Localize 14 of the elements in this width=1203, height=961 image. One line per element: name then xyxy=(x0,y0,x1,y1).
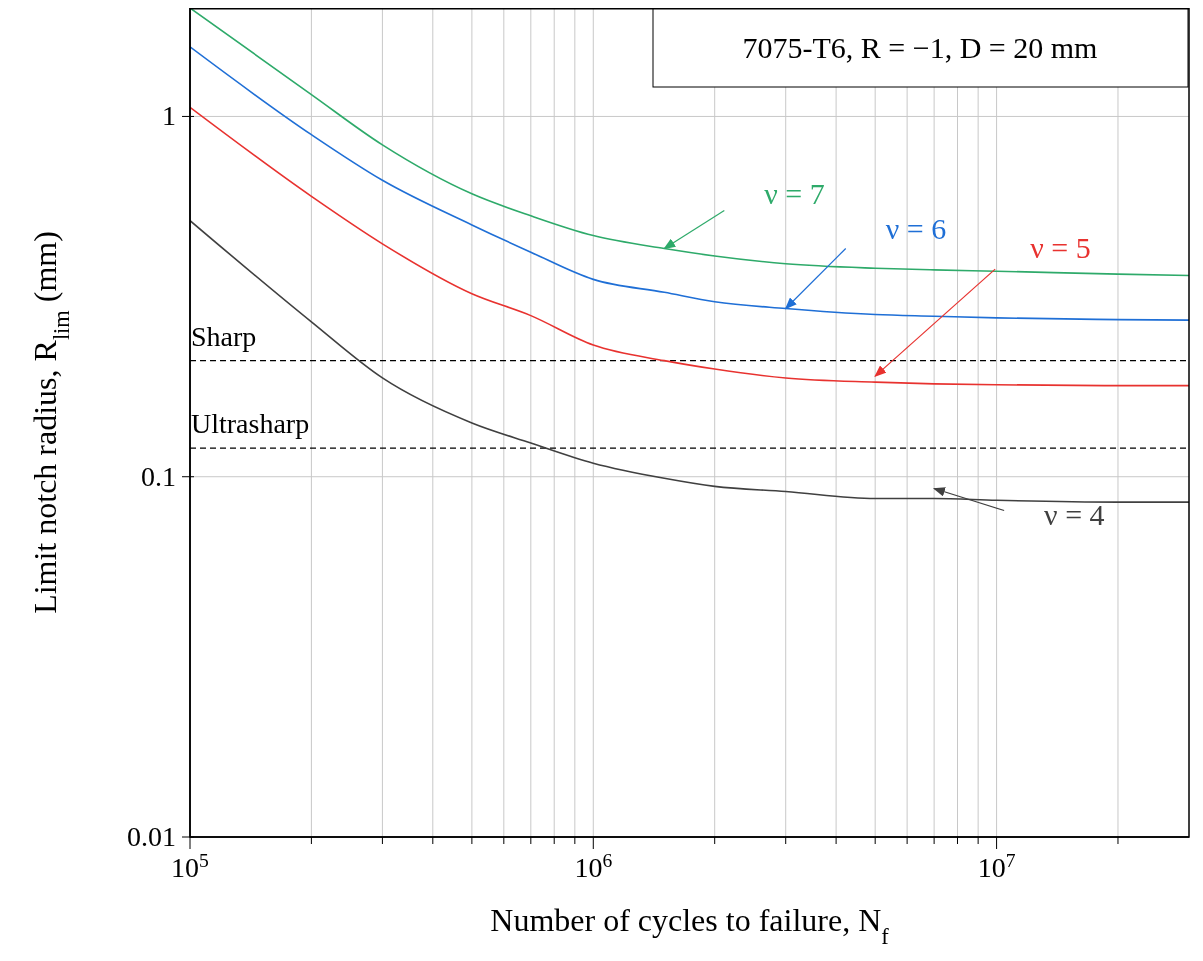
x-tick-label: 10$^{5}$ xyxy=(171,849,210,883)
ref-line-label: Ultrasharp xyxy=(191,408,310,440)
x-tick-label: 10$^{7}$ xyxy=(977,849,1016,883)
y-tick-label: 1 xyxy=(162,100,176,132)
ref-line-label: Sharp xyxy=(191,320,257,352)
x-axis-title: Number of cycles to failure, N$_{f}$ xyxy=(490,902,890,949)
annotation: 7075-T6, R = −1, D = 20 mm xyxy=(742,31,1098,64)
text: ν = 6 xyxy=(885,211,947,245)
legend-label: ν = 4 xyxy=(1044,497,1105,531)
x-tick-label: 10$^{6}$ xyxy=(574,849,613,883)
y-tick-label: 0.01 xyxy=(127,821,176,852)
series-label: ν = 7 xyxy=(764,176,825,210)
y-tick-label: 0.1 xyxy=(141,460,176,492)
text: ν = 5 xyxy=(1030,231,1091,265)
